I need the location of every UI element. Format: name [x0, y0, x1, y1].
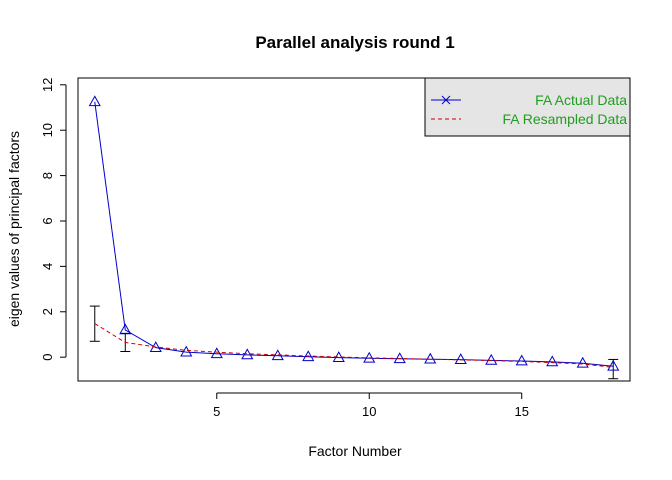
y-axis-label: eigen values of principal factors: [6, 131, 22, 327]
y-tick-label: 2: [40, 308, 55, 315]
data-point: [393, 352, 406, 364]
x-tick-label: 10: [362, 404, 376, 419]
y-tick-label: 6: [40, 217, 55, 224]
plot-area-frame: [77, 77, 631, 382]
data-point: [88, 95, 101, 107]
data-point: [424, 352, 437, 364]
data-point: [485, 353, 498, 365]
x-axis-label: Factor Number: [308, 443, 402, 459]
data-point: [607, 359, 620, 371]
data-point: [210, 347, 223, 359]
y-tick-label: 8: [40, 172, 55, 179]
x-tick-label: 15: [515, 404, 529, 419]
legend-label-1: FA Resampled Data: [502, 111, 627, 127]
series-line-1: [94, 323, 614, 368]
error-bars: [89, 305, 619, 380]
series-line-0: [94, 101, 614, 367]
data-point: [180, 345, 193, 357]
legend: FA Actual Data FA Resampled Data: [424, 77, 631, 137]
data-point: [576, 356, 589, 368]
x-tick-label: 5: [213, 404, 220, 419]
legend-marker: [441, 95, 451, 105]
legend-box: [424, 77, 631, 137]
y-tick-label: 12: [40, 78, 55, 92]
x-axis: 5 10 15: [213, 392, 529, 419]
data-point: [302, 350, 315, 362]
data-point: [119, 323, 132, 335]
y-axis: 0 2 4 6 8 10 12: [40, 78, 67, 361]
y-tick-label: 0: [40, 354, 55, 361]
data-point: [546, 355, 559, 367]
data-point: [515, 354, 528, 366]
legend-label-0: FA Actual Data: [535, 92, 627, 108]
data-point: [454, 353, 467, 365]
y-tick-label: 4: [40, 263, 55, 270]
y-tick-label: 10: [40, 123, 55, 137]
chart-title: Parallel analysis round 1: [255, 33, 454, 52]
series-layer: [88, 95, 620, 371]
